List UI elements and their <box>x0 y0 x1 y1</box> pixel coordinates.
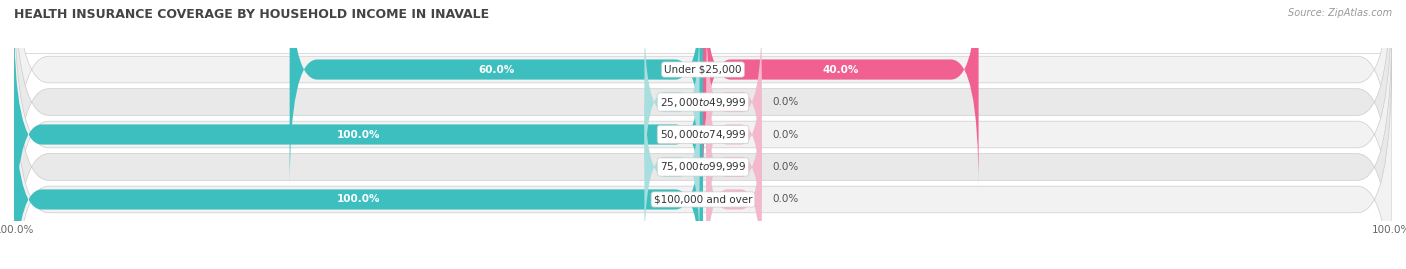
FancyBboxPatch shape <box>706 15 762 189</box>
Text: 0.0%: 0.0% <box>772 162 799 172</box>
FancyBboxPatch shape <box>14 80 703 269</box>
FancyBboxPatch shape <box>14 18 1392 269</box>
FancyBboxPatch shape <box>706 47 762 222</box>
Text: 0.0%: 0.0% <box>772 97 799 107</box>
Text: Source: ZipAtlas.com: Source: ZipAtlas.com <box>1288 8 1392 18</box>
Text: 0.0%: 0.0% <box>666 162 693 172</box>
Text: 60.0%: 60.0% <box>478 65 515 75</box>
FancyBboxPatch shape <box>644 80 700 254</box>
Text: 0.0%: 0.0% <box>772 194 799 204</box>
Text: 40.0%: 40.0% <box>823 65 859 75</box>
Text: Under $25,000: Under $25,000 <box>664 65 742 75</box>
Text: $25,000 to $49,999: $25,000 to $49,999 <box>659 95 747 108</box>
FancyBboxPatch shape <box>644 15 700 189</box>
Text: $50,000 to $74,999: $50,000 to $74,999 <box>659 128 747 141</box>
Text: 100.0%: 100.0% <box>337 129 380 140</box>
FancyBboxPatch shape <box>14 15 703 254</box>
FancyBboxPatch shape <box>706 112 762 269</box>
FancyBboxPatch shape <box>14 0 1392 219</box>
Text: 0.0%: 0.0% <box>666 97 693 107</box>
FancyBboxPatch shape <box>14 0 1392 251</box>
Text: HEALTH INSURANCE COVERAGE BY HOUSEHOLD INCOME IN INAVALE: HEALTH INSURANCE COVERAGE BY HOUSEHOLD I… <box>14 8 489 21</box>
Text: $75,000 to $99,999: $75,000 to $99,999 <box>659 161 747 174</box>
Text: 100.0%: 100.0% <box>337 194 380 204</box>
Text: 0.0%: 0.0% <box>772 129 799 140</box>
Text: $100,000 and over: $100,000 and over <box>654 194 752 204</box>
FancyBboxPatch shape <box>703 0 979 189</box>
FancyBboxPatch shape <box>706 80 762 254</box>
FancyBboxPatch shape <box>14 0 1392 269</box>
FancyBboxPatch shape <box>14 50 1392 269</box>
FancyBboxPatch shape <box>290 0 703 189</box>
